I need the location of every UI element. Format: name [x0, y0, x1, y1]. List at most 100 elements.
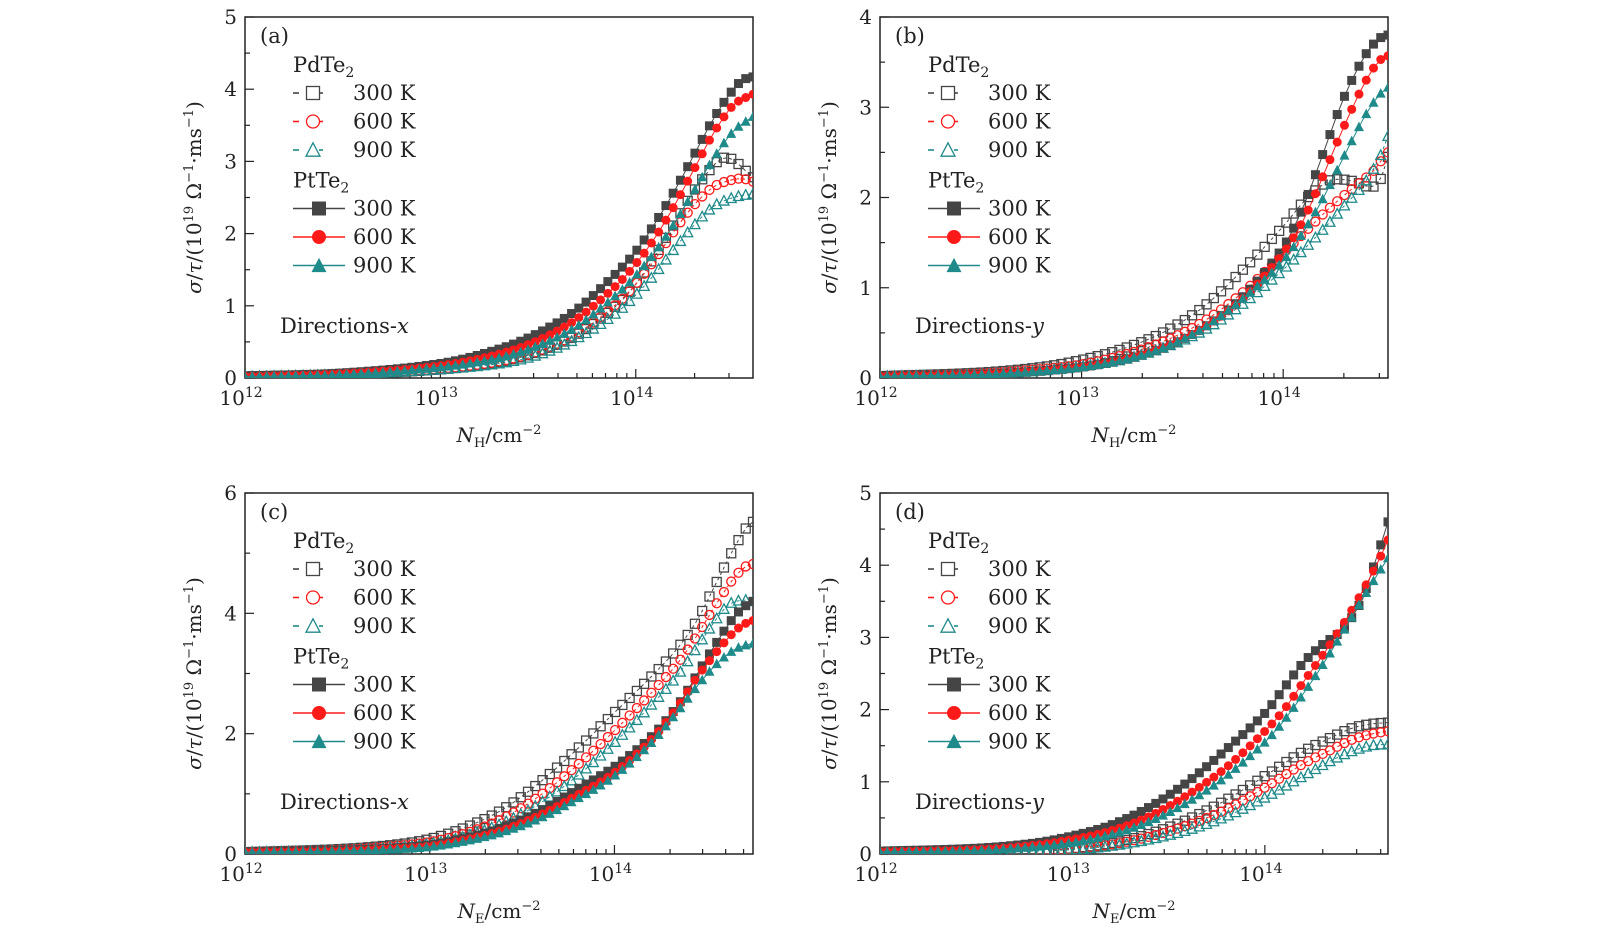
- data-point: [652, 690, 665, 702]
- data-point: [1375, 563, 1386, 574]
- data-point: [1318, 150, 1328, 160]
- data-point: [645, 271, 658, 283]
- legend-marker-icon: [940, 85, 956, 101]
- data-point: [523, 344, 534, 354]
- data-point: [697, 149, 707, 159]
- data-point: [1295, 691, 1306, 702]
- y-tick-label: 3: [859, 625, 872, 649]
- data-point: [1368, 575, 1379, 586]
- data-point: [509, 339, 519, 349]
- data-point: [1201, 299, 1212, 310]
- data-point: [632, 245, 642, 255]
- data-point: [1092, 832, 1103, 843]
- data-point: [1099, 830, 1110, 841]
- legend-item: 900 K: [928, 614, 1051, 638]
- data-point: [559, 313, 569, 323]
- data-point: [277, 846, 286, 854]
- data-point: [897, 846, 906, 854]
- data-point: [1381, 129, 1388, 142]
- data-point: [897, 370, 906, 378]
- data-point: [983, 844, 994, 854]
- data-point: [1091, 840, 1104, 853]
- data-point: [306, 370, 315, 378]
- data-point: [1266, 729, 1277, 740]
- data-point: [890, 846, 899, 854]
- data-point: [1323, 215, 1337, 227]
- y-tick-label: 2: [224, 222, 237, 246]
- data-point: [711, 148, 722, 158]
- data-point: [1122, 814, 1132, 824]
- data-point: [284, 846, 293, 854]
- data-point: [646, 238, 656, 248]
- data-layer: [245, 72, 753, 378]
- legend-label: 300 K: [353, 557, 416, 581]
- data-point: [595, 721, 606, 732]
- data-point: [1158, 805, 1168, 815]
- data-point: [1289, 223, 1299, 233]
- data-point: [1180, 792, 1190, 802]
- data-point: [719, 97, 729, 107]
- data-point: [299, 370, 308, 378]
- x-axis-title: NE/cm−2: [456, 899, 540, 927]
- data-point: [1238, 730, 1248, 740]
- data-point: [646, 671, 657, 682]
- data-point: [1209, 772, 1219, 782]
- x-tick-label: 1014: [610, 385, 653, 410]
- data-point: [1331, 207, 1344, 219]
- y-tick-label: 2: [224, 722, 237, 746]
- data-point: [464, 358, 475, 368]
- data-point: [1237, 293, 1248, 303]
- x-tick-label: 1014: [589, 861, 632, 886]
- data-point: [1259, 274, 1270, 284]
- data-point: [646, 224, 656, 234]
- legend-item: 600 K: [928, 110, 1051, 134]
- data-point: [998, 843, 1009, 854]
- data-point: [1289, 233, 1299, 243]
- data-point: [682, 196, 693, 206]
- data-point: [1338, 198, 1351, 211]
- data-point: [551, 762, 563, 773]
- data-point: [370, 844, 381, 854]
- y-axis-title: σ/τ/(1019 Ω−1·ms−1): [817, 101, 841, 294]
- y-axis-title: σ/τ/(1019 Ω−1·ms−1): [182, 577, 206, 770]
- data-point: [1063, 843, 1075, 854]
- data-point: [1324, 179, 1335, 190]
- data-point: [580, 752, 592, 763]
- data-point: [1325, 155, 1335, 165]
- data-point: [385, 366, 396, 376]
- data-point: [1339, 120, 1349, 130]
- data-point: [1216, 767, 1226, 777]
- x-axis-title: NH/cm−2: [456, 423, 542, 451]
- y-tick-label: 1: [224, 294, 237, 318]
- data-point: [299, 846, 308, 854]
- data-point: [1274, 254, 1284, 264]
- x-tick-label: 1014: [1239, 861, 1282, 886]
- data-point: [414, 842, 425, 853]
- data-point: [522, 798, 534, 809]
- data-point: [1383, 552, 1388, 563]
- data-point: [603, 288, 613, 298]
- data-point: [529, 349, 542, 361]
- data-point: [1144, 803, 1154, 813]
- data-point: [1236, 297, 1249, 309]
- data-point: [1361, 108, 1372, 119]
- data-point: [552, 796, 562, 806]
- data-point: [1302, 766, 1315, 779]
- data-point: [1310, 670, 1321, 681]
- data-point: [711, 598, 722, 609]
- data-point: [675, 702, 686, 713]
- data-point: [1368, 566, 1378, 576]
- data-point: [1382, 717, 1388, 728]
- data-point: [1310, 189, 1320, 199]
- data-point: [704, 649, 714, 659]
- data-point: [486, 354, 497, 364]
- data-point: [697, 621, 708, 633]
- data-point: [544, 768, 555, 780]
- data-point: [1325, 634, 1335, 644]
- data-point: [313, 846, 322, 854]
- data-point: [1339, 150, 1350, 160]
- data-point: [1258, 279, 1271, 292]
- data-point: [733, 567, 744, 578]
